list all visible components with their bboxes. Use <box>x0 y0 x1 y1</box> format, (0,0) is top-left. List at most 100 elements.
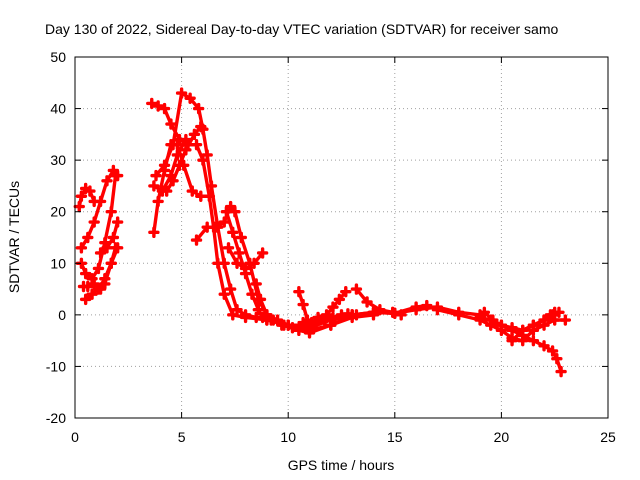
x-axis-label: GPS time / hours <box>288 457 395 473</box>
data-point <box>171 149 184 161</box>
data-series <box>73 87 572 378</box>
data-point <box>188 128 201 141</box>
data-point <box>297 316 309 329</box>
data-point <box>190 234 203 246</box>
data-point <box>180 133 192 146</box>
y-tick-label: -20 <box>46 410 66 426</box>
data-point <box>205 180 218 192</box>
series-sat-e <box>79 242 122 306</box>
data-point <box>546 309 559 321</box>
data-point <box>276 319 288 331</box>
data-point <box>197 154 209 166</box>
data-point <box>165 118 177 130</box>
data-point <box>92 262 105 275</box>
data-point <box>88 216 100 228</box>
y-tick-label: 30 <box>50 152 66 168</box>
data-point <box>195 120 207 133</box>
data-point <box>239 309 252 321</box>
data-point <box>538 340 550 352</box>
x-tick-label: 5 <box>178 429 186 445</box>
y-tick-label: 10 <box>50 255 66 271</box>
series-sat-o <box>250 278 299 334</box>
data-point <box>395 309 407 321</box>
data-point <box>218 288 230 300</box>
data-point <box>254 293 267 306</box>
series-sat-a <box>73 182 100 213</box>
data-point <box>109 242 122 254</box>
data-point <box>421 299 433 312</box>
data-point <box>195 190 207 202</box>
series-sat-k <box>160 120 207 197</box>
data-point <box>222 242 235 254</box>
data-point <box>386 306 399 318</box>
series-sat-v <box>506 306 565 347</box>
data-point <box>303 319 316 331</box>
data-point <box>333 293 346 306</box>
data-point <box>99 273 111 285</box>
data-point <box>233 247 245 259</box>
data-point <box>286 322 299 334</box>
data-point <box>235 231 247 244</box>
data-point <box>327 301 339 313</box>
axis-ticks: -20 -10 0 10 20 30 40 50 0 5 10 15 20 25 <box>46 49 616 445</box>
data-point <box>231 304 243 316</box>
data-point <box>374 304 386 316</box>
data-point <box>495 319 508 331</box>
data-point <box>342 308 354 320</box>
data-point <box>109 169 122 182</box>
x-tick-label: 20 <box>494 429 510 445</box>
data-point <box>152 195 164 208</box>
data-point <box>88 278 100 290</box>
data-point <box>252 304 265 316</box>
data-point <box>361 296 373 308</box>
data-point <box>148 226 160 239</box>
data-point <box>75 190 88 202</box>
data-point <box>350 309 363 321</box>
data-point <box>160 185 173 197</box>
data-point <box>256 247 269 259</box>
y-axis-label: SDTVAR / TECUs <box>6 181 22 293</box>
data-point <box>340 285 352 298</box>
data-point <box>218 216 230 228</box>
y-tick-label: 50 <box>50 49 66 65</box>
series-sat-r <box>314 285 352 326</box>
data-point <box>173 159 186 171</box>
data-point <box>105 257 117 269</box>
data-point <box>327 311 339 324</box>
data-point <box>453 309 465 321</box>
data-point <box>314 314 326 326</box>
plot-frame <box>74 56 609 419</box>
data-point <box>101 242 113 254</box>
data-point <box>527 319 540 331</box>
y-tick-label: 0 <box>58 307 66 323</box>
x-tick-label: 10 <box>280 429 296 445</box>
data-point <box>293 285 305 298</box>
data-point <box>111 216 124 228</box>
data-point <box>474 311 486 324</box>
data-point <box>158 102 171 115</box>
data-point <box>84 185 96 197</box>
data-point <box>227 226 239 239</box>
chart-title: Day 130 of 2022, Sidereal Day-to-day VTE… <box>45 21 558 37</box>
data-point <box>320 309 333 321</box>
series-line <box>98 220 120 255</box>
data-point <box>487 314 499 326</box>
data-point <box>553 306 565 318</box>
data-point <box>506 334 518 347</box>
data-point <box>94 195 107 208</box>
data-point <box>148 180 160 192</box>
data-point <box>478 306 491 318</box>
data-point <box>220 206 233 218</box>
data-point <box>73 200 85 213</box>
data-point <box>224 200 237 213</box>
data-point <box>92 283 105 295</box>
data-point <box>250 278 262 290</box>
data-point <box>229 206 241 218</box>
data-point <box>146 97 158 110</box>
data-point <box>293 324 305 337</box>
data-point <box>210 221 222 233</box>
data-point <box>82 280 94 293</box>
data-point <box>201 221 213 233</box>
data-point <box>517 324 529 337</box>
